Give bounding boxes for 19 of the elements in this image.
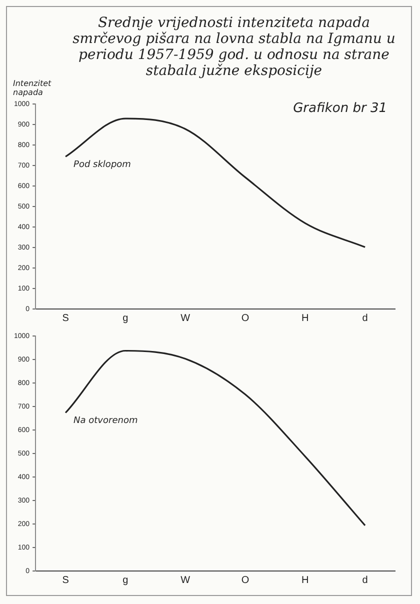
x-tick-label: S [62, 574, 70, 586]
series-label: Pod sklopom [74, 160, 132, 170]
x-tick-label: d [362, 312, 368, 324]
chart-title: Srednje vrijednosti intenziteta napada smrčevog pišara na lovna stabla na Igmanu u periodu 1957-1959 god. u odnosu na strane stabala južne eksposicije [72, 15, 396, 79]
y-axis-title: Intenzitet napada [13, 79, 52, 97]
line-series [64, 350, 366, 526]
x-tick-label: W [180, 312, 191, 324]
series-label: Na otvorenom [74, 416, 138, 426]
x-tick-label: H [302, 312, 309, 324]
x-tick-label: O [241, 312, 250, 324]
annotation: Grafikon br 31 [293, 101, 387, 116]
x-tick-label: g [122, 574, 128, 586]
x-tick-label: S [62, 312, 70, 324]
x-tick-label: H [302, 574, 309, 586]
line-series [64, 118, 366, 248]
x-tick-label: O [241, 574, 250, 586]
x-tick-label: d [362, 574, 368, 586]
x-tick-label: g [122, 312, 128, 324]
x-tick-label: W [180, 574, 191, 586]
